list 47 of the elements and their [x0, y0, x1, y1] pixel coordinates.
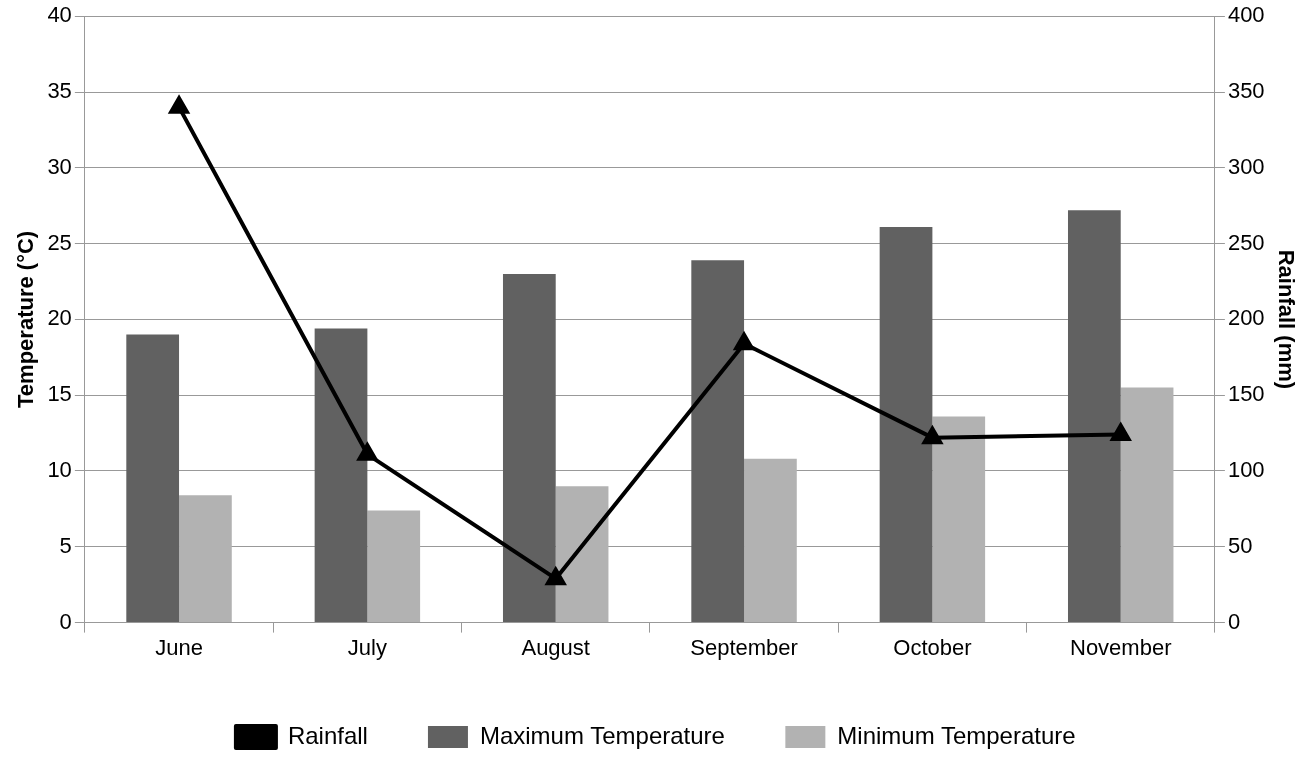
y2-tick-label: 350	[1227, 78, 1265, 104]
y-tick-label: 10	[47, 457, 72, 483]
bar	[367, 510, 421, 623]
y-tick-label: 0	[59, 608, 72, 634]
legend-label: Rainfall	[287, 721, 368, 749]
y2-tick-label: 50	[1227, 532, 1253, 558]
x-tick-label: November	[1069, 634, 1172, 660]
bar	[502, 273, 556, 623]
point	[169, 96, 189, 114]
y-axis-title: Temperature (°C)	[13, 230, 39, 408]
x-tick-label: September	[690, 634, 798, 660]
legend-label: Minimum Temperature	[837, 721, 1076, 749]
x-tick-label: October	[893, 634, 972, 660]
x-tick-label: July	[347, 634, 387, 660]
y-tick-label: 35	[47, 78, 72, 104]
point	[545, 567, 566, 586]
bar	[744, 458, 797, 623]
y2-tick-label: 200	[1227, 305, 1265, 331]
bar	[691, 260, 745, 623]
x-tick-label: June	[155, 634, 203, 660]
y-tick-label: 5	[59, 532, 72, 558]
bar	[932, 416, 986, 623]
y2-tick-label: 0	[1227, 608, 1241, 634]
bar	[1120, 387, 1174, 623]
x-tick-label: August	[521, 634, 590, 660]
bar	[555, 486, 609, 623]
y2-tick-label: 250	[1227, 229, 1265, 255]
bar	[879, 226, 933, 623]
legend-label: Maximum Temperature	[479, 721, 725, 749]
point	[357, 443, 378, 461]
y2-tick-label: 400	[1227, 2, 1265, 28]
y2-tick-label: 100	[1227, 457, 1265, 483]
point	[733, 330, 754, 351]
y2-tick-label: 300	[1227, 153, 1265, 179]
point	[921, 424, 944, 445]
y-tick-label: 20	[47, 305, 72, 331]
bar	[314, 328, 368, 623]
y-tick-label: 30	[47, 153, 72, 179]
y-tick-label: 25	[47, 229, 72, 255]
bar	[179, 495, 232, 623]
y2-tick-label: 150	[1227, 381, 1265, 407]
point	[1109, 421, 1132, 442]
y-tick-label: 15	[47, 381, 72, 407]
bar	[1067, 210, 1121, 623]
bar	[126, 334, 180, 623]
y-tick-label: 40	[47, 2, 72, 28]
y2-axis-title: Rainfall (mm)	[1273, 249, 1299, 390]
